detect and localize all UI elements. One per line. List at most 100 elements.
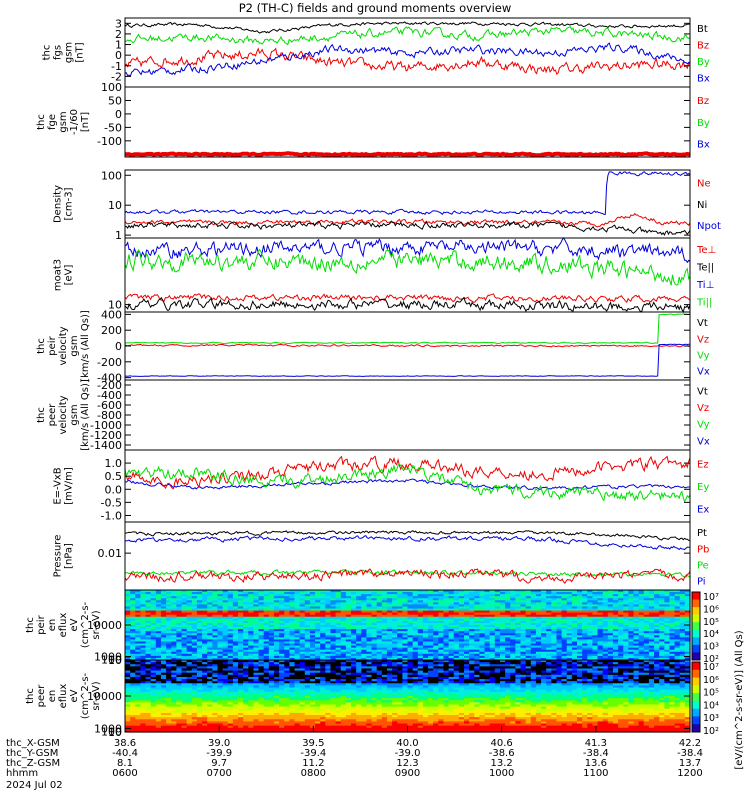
spectrogram-cell [659, 637, 665, 641]
spectrogram-cell [243, 641, 249, 645]
spectrogram-cell [196, 635, 203, 638]
spectrogram-cell [520, 672, 527, 676]
spectrogram-cell [458, 660, 465, 663]
spectrogram-cell [207, 637, 213, 641]
spectrogram-cell [577, 631, 583, 634]
spectrogram-cell [669, 639, 676, 643]
spectrogram-cell [525, 598, 532, 601]
spectrogram-cell [602, 592, 609, 595]
spectrogram-cell [679, 592, 686, 595]
spectrogram-cell [582, 604, 588, 608]
legend-entry: Te|| [696, 262, 714, 273]
spectrogram-cell [612, 596, 619, 599]
spectrogram-cell [227, 655, 234, 659]
spectrogram-cell [397, 666, 403, 670]
spectrogram-cell [392, 596, 398, 599]
spectrogram-cell [453, 641, 460, 645]
spectrogram-cell [464, 596, 470, 599]
spectrogram-cell [561, 633, 568, 636]
spectrogram-cell [227, 647, 234, 651]
spectrogram-cell [448, 614, 455, 618]
spectrogram-cell [505, 602, 511, 606]
spectrogram-cell [669, 645, 676, 649]
spectrogram-cell [643, 592, 650, 595]
spectrogram-cell [212, 602, 219, 606]
spectrogram-cell [155, 653, 162, 657]
spectrogram-cell [248, 627, 255, 630]
spectrogram-cell [556, 598, 563, 601]
spectrogram-cell [232, 676, 239, 680]
spectrogram-cell [438, 598, 445, 601]
spectrogram-cell [458, 657, 465, 661]
spectrogram-cell [253, 655, 260, 659]
spectrogram-cell [612, 645, 619, 649]
spectrogram-cell [330, 590, 337, 593]
spectrogram-cell [582, 592, 588, 595]
spectrogram-cell [191, 600, 198, 603]
spectrogram-cell [345, 616, 352, 620]
spectrogram-cell [469, 660, 475, 663]
spectrogram-cell [202, 662, 208, 665]
spectrogram-cell [499, 625, 506, 628]
spectrogram-cell [556, 637, 563, 641]
spectrogram-cell [217, 637, 224, 641]
spectrogram-cell [289, 666, 296, 670]
spectrogram-cell [191, 608, 198, 612]
spectrogram-cell [386, 637, 393, 641]
spectrogram-cell [315, 651, 321, 655]
spectrogram-cell [530, 668, 537, 672]
spectrogram-cell [202, 655, 208, 659]
spectrogram-cell [633, 645, 640, 649]
spectrogram-cell [345, 590, 352, 593]
spectrogram-cell [453, 670, 460, 674]
spectrogram-cell [402, 616, 409, 620]
spectrogram-cell [366, 647, 373, 651]
spectrogram-cell [628, 639, 635, 643]
spectrogram-cell [469, 649, 475, 653]
spectrogram-cell [150, 662, 157, 665]
spectrogram-cell [551, 604, 558, 608]
spectrogram-cell [217, 645, 224, 649]
spectrogram-cell [315, 596, 321, 599]
spectrogram-cell [273, 657, 280, 661]
spectrogram-cell [520, 602, 527, 606]
spectrogram-cell [202, 633, 208, 636]
spectrogram-cell [299, 676, 306, 680]
spectrogram-cell [577, 627, 583, 630]
ytick-label: -100 [97, 135, 122, 148]
spectrogram-cell [505, 618, 511, 622]
spectrogram-cell [530, 596, 537, 599]
spectrogram-cell [448, 664, 455, 667]
spectrogram-cell [273, 655, 280, 659]
spectrogram-cell [202, 647, 208, 651]
spectrogram-cell [299, 622, 306, 626]
legend-entry: Pt [697, 528, 707, 539]
spectrogram-cell [212, 674, 219, 678]
spectrogram-cell [284, 657, 290, 661]
spectrogram-cell [402, 602, 409, 606]
spectrogram-cell [299, 649, 306, 653]
spectrogram-cell [592, 651, 599, 655]
spectrogram-cell [433, 666, 439, 670]
spectrogram-cell [340, 666, 347, 670]
spectrogram-cell [325, 618, 332, 622]
spectrogram-cell [207, 633, 213, 636]
spectrogram-cell [361, 633, 368, 636]
spectrogram-cell [315, 662, 321, 665]
spectrogram-cell [525, 670, 532, 674]
spectrogram-cell [366, 620, 373, 624]
spectrogram-cell [386, 672, 393, 676]
spectrogram-cell [145, 645, 152, 649]
spectrogram-cell [166, 662, 172, 665]
spectrogram-cell [232, 612, 239, 616]
spectrogram-cell [489, 620, 496, 624]
spectrogram-cell [494, 627, 501, 630]
spectrogram-cell [125, 625, 131, 628]
spectrogram-cell [248, 600, 255, 603]
spectrogram-cell [525, 641, 532, 645]
spectrogram-cell [212, 608, 219, 612]
spectrogram-cell [284, 610, 290, 614]
spectrogram-cell [299, 645, 306, 649]
spectrogram-cell [289, 649, 296, 653]
spectrogram-cell [566, 608, 573, 612]
